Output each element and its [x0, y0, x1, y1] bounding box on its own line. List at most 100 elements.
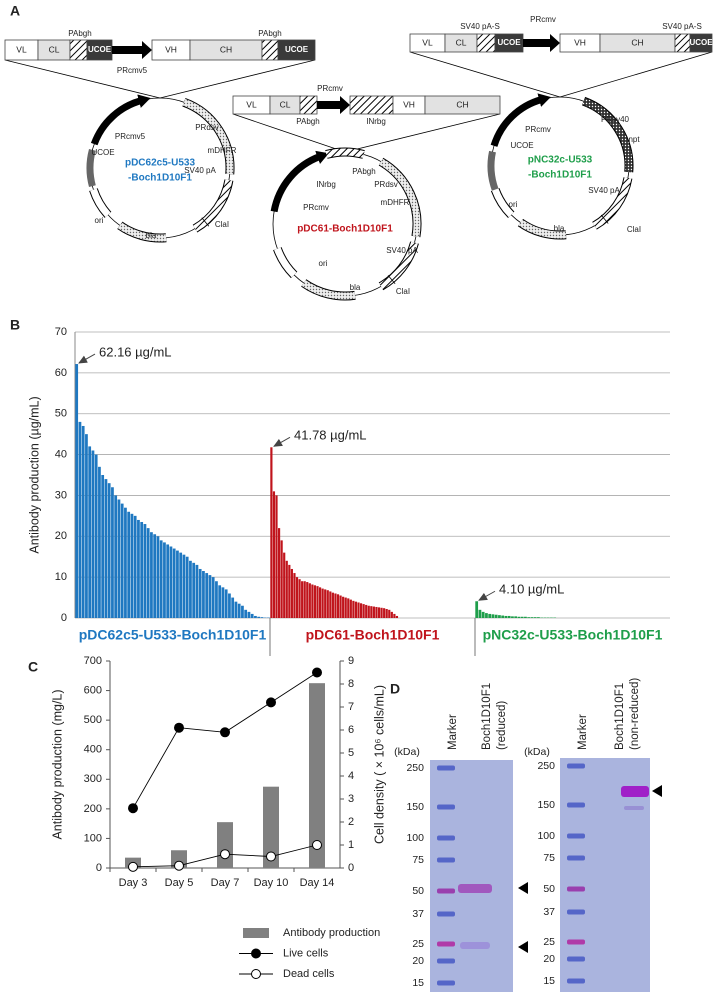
cassette-label: UCOE — [497, 38, 521, 47]
bar — [81, 425, 85, 618]
element-label: SV40 pA-S — [460, 22, 500, 31]
bar — [370, 606, 373, 618]
panel-label: A — [10, 3, 20, 19]
map-label: ClaI — [396, 287, 410, 296]
map-label: ori — [319, 259, 328, 268]
element-label: PAbgh — [296, 117, 319, 126]
bar — [318, 587, 322, 618]
bar — [244, 609, 248, 618]
bar — [377, 607, 381, 618]
marker-band — [567, 886, 585, 892]
y2-tick-label: 7 — [348, 701, 354, 713]
point — [220, 727, 230, 738]
y-tick-label: 10 — [55, 571, 67, 583]
plasmid-name: -Boch1D10F1 — [528, 170, 592, 181]
map-label: bla — [146, 231, 157, 240]
point — [220, 849, 230, 860]
band-arrowhead — [518, 882, 528, 894]
cassette-element — [349, 95, 394, 115]
plasmid-feature — [487, 150, 499, 191]
bar — [85, 434, 88, 618]
cassette-element — [277, 39, 316, 61]
bar — [124, 507, 127, 618]
point — [174, 722, 184, 733]
cassette-label: VL — [422, 37, 433, 47]
bar — [185, 556, 189, 618]
panel-label: C — [28, 659, 38, 675]
group-label: pDC62c5-U533-Boch1D10F1 — [79, 627, 267, 643]
plasmid-feature — [182, 98, 234, 175]
marker-size-label: 150 — [406, 801, 424, 813]
cassette-label: CL — [280, 99, 291, 109]
y2-tick-label: 1 — [348, 839, 354, 851]
bar — [143, 524, 147, 618]
bar — [260, 617, 264, 618]
map-label: ori — [95, 216, 104, 225]
element-label: PAbgh — [68, 29, 91, 38]
y2-tick-label: 3 — [348, 793, 354, 805]
funnel-line — [559, 51, 713, 98]
bar — [159, 540, 163, 618]
kda-label: (kDa) — [524, 746, 550, 758]
bar — [189, 560, 192, 618]
bar — [130, 513, 134, 618]
bar — [202, 571, 205, 618]
y-tick-label: 600 — [84, 684, 102, 696]
legend-swatch — [251, 969, 261, 979]
plasmid-name: -Boch1D10F1 — [128, 173, 192, 184]
bar — [331, 592, 334, 618]
bar — [192, 562, 196, 618]
cassette-element — [674, 33, 691, 53]
bar — [311, 584, 314, 618]
bar — [298, 579, 301, 618]
plasmid-feature — [490, 93, 551, 147]
plasmid-feature — [117, 222, 167, 242]
marker-size-label: 150 — [537, 799, 555, 811]
bar — [182, 554, 186, 618]
bar — [221, 587, 225, 618]
bar — [166, 544, 170, 618]
point — [174, 860, 184, 871]
legend-swatch — [251, 948, 261, 959]
marker-size-label: 15 — [543, 975, 555, 987]
cassette-label: CH — [631, 37, 643, 47]
map-label: PAbgh — [352, 167, 375, 176]
element-label: SV40 pA-S — [662, 22, 702, 31]
gel-image — [430, 760, 513, 992]
bar — [283, 552, 286, 618]
bar — [488, 613, 492, 618]
bar — [326, 590, 329, 618]
bar — [146, 528, 150, 618]
bar — [234, 601, 238, 618]
legend-label: Antibody production — [283, 927, 380, 939]
map-label: PRcmv — [303, 203, 329, 212]
annotation: 4.10 µg/mL — [499, 582, 564, 597]
plasmid-name: pNC32c-U533 — [528, 155, 593, 166]
bar — [478, 609, 482, 618]
bar — [475, 601, 479, 618]
bar — [504, 615, 508, 618]
y2-tick-label: 5 — [348, 747, 354, 759]
bar — [344, 597, 347, 618]
funnel-line — [409, 51, 561, 98]
marker-size-label: 250 — [537, 760, 555, 772]
element-label: PAbgh — [258, 29, 281, 38]
annotation-arrow — [78, 353, 96, 364]
band-arrowhead — [652, 785, 662, 797]
bar — [75, 364, 79, 618]
bar — [107, 483, 111, 618]
bar — [520, 616, 524, 618]
bar — [228, 593, 231, 618]
bar — [308, 583, 311, 618]
x-tick-label: Day 3 — [119, 877, 148, 889]
plasmid-feature — [301, 280, 356, 300]
map-label: PRdsv — [374, 180, 398, 189]
bar — [172, 548, 176, 618]
cassette-label: CL — [456, 37, 467, 47]
lane-label: Marker — [577, 714, 589, 750]
bar — [140, 521, 144, 618]
bar — [316, 586, 319, 618]
point — [312, 667, 322, 678]
bar — [301, 581, 304, 618]
y-tick-label: 0 — [96, 862, 102, 874]
